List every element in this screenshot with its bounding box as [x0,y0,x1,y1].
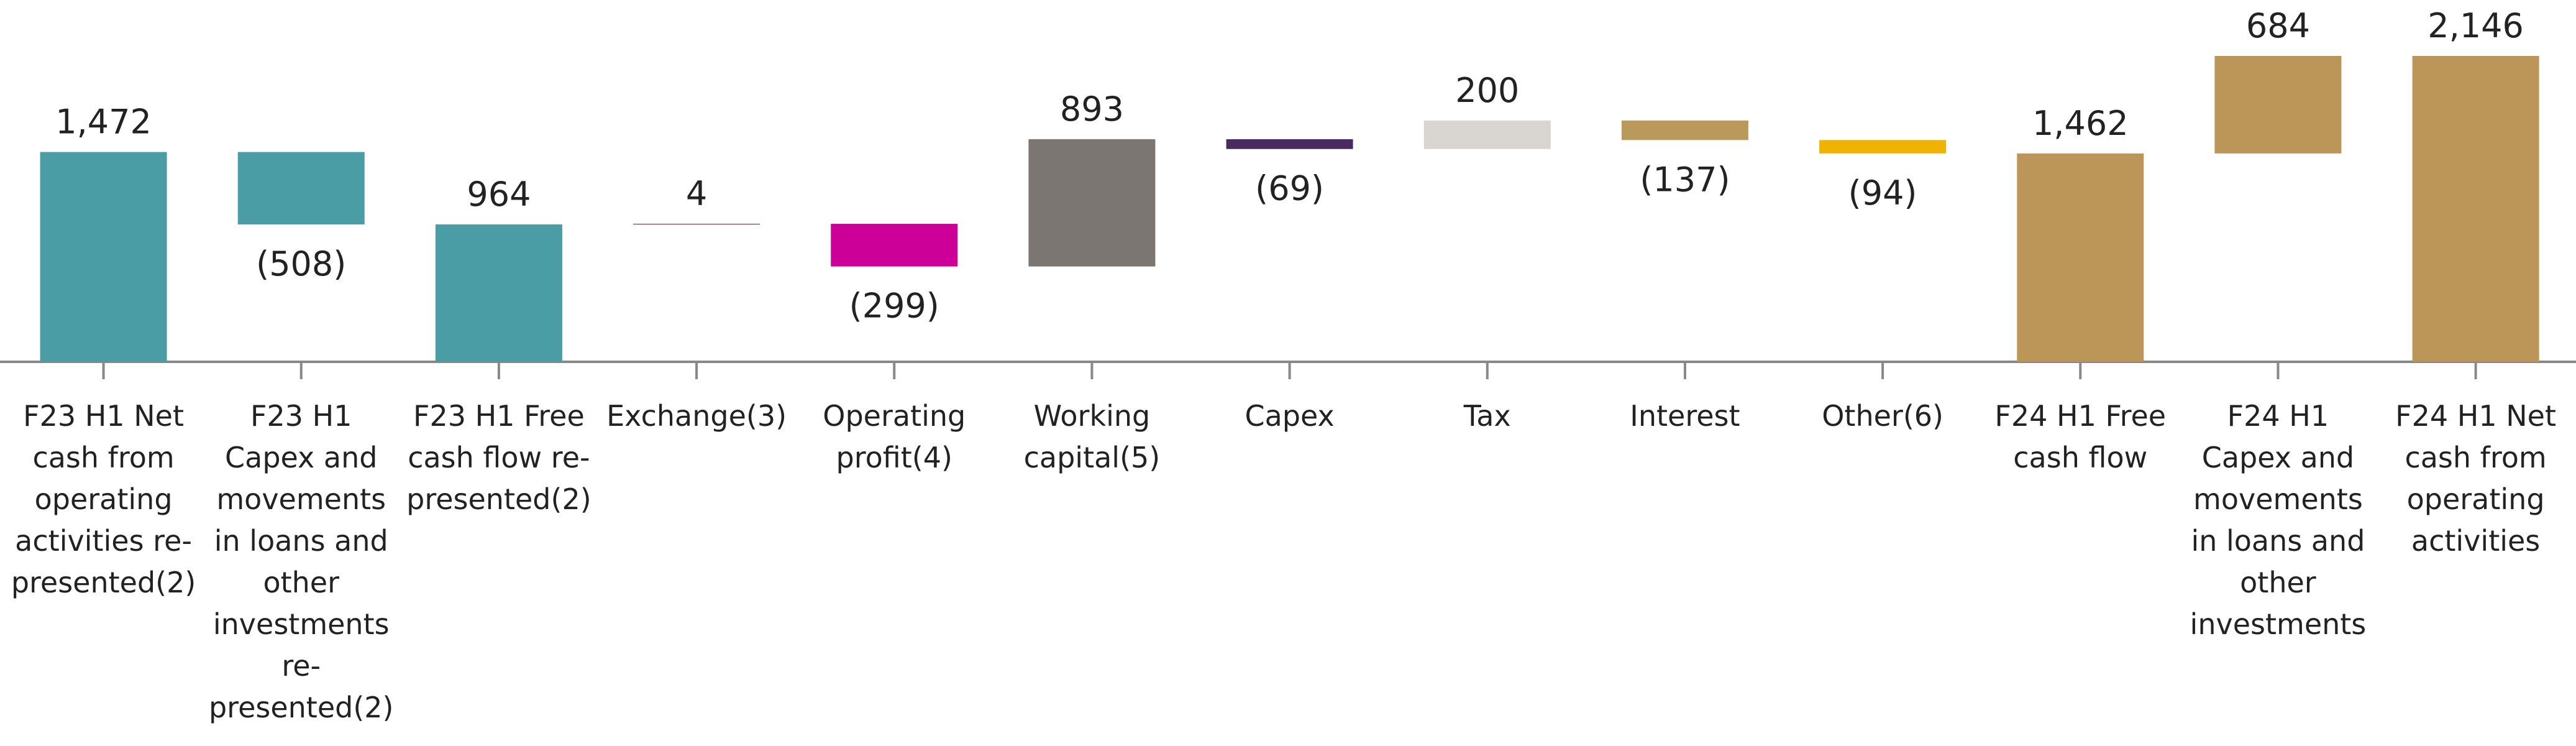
x-tick-label: F23 H1 Net cash from operating activitie… [11,399,196,599]
value-label: (137) [1640,160,1730,199]
bar [2412,56,2539,362]
x-tick-label: F24 H1 Free cash flow [1994,399,2167,474]
x-tick-label: Working capital(5) [1023,399,1161,474]
bar [1226,139,1353,149]
value-label: (94) [1848,173,1917,213]
bar [2017,153,2144,362]
x-tick-label: Capex [1245,399,1335,433]
x-tick-label: Operating profit(4) [823,399,966,474]
value-label: 2,146 [2428,6,2524,45]
x-tick-label: Interest [1630,399,1740,433]
value-label: 684 [2246,6,2310,45]
x-tick-label: Other(6) [1822,399,1943,433]
value-label: 1,462 [2032,104,2129,143]
bar [435,224,562,362]
value-label: (299) [849,287,939,326]
x-tick-label: Exchange(3) [606,399,787,433]
bar [831,224,958,267]
bar [1028,139,1156,267]
x-tick-label: F23 H1 Free cash flow re-presented(2) [406,399,591,516]
value-label: (508) [256,244,346,283]
value-label: (69) [1255,169,1324,208]
value-label: 200 [1455,71,1519,110]
bar [1819,140,1947,154]
value-label: 893 [1060,90,1124,129]
bar [40,152,167,362]
x-tick-label: F23 H1 Capex and movements in loans and … [208,399,394,724]
bar [1423,120,1551,149]
value-label: 1,472 [55,103,152,142]
bar [2214,56,2342,154]
x-tick-label: F24 H1 Capex and movements in loans and … [2190,399,2367,641]
x-tick-label: F24 H1 Net cash from operating activitie… [2395,399,2557,558]
bar [1621,120,1748,140]
value-label: 4 [686,174,707,213]
value-label: 964 [467,175,531,214]
x-tick-label: Tax [1463,399,1511,433]
bar [237,152,365,224]
